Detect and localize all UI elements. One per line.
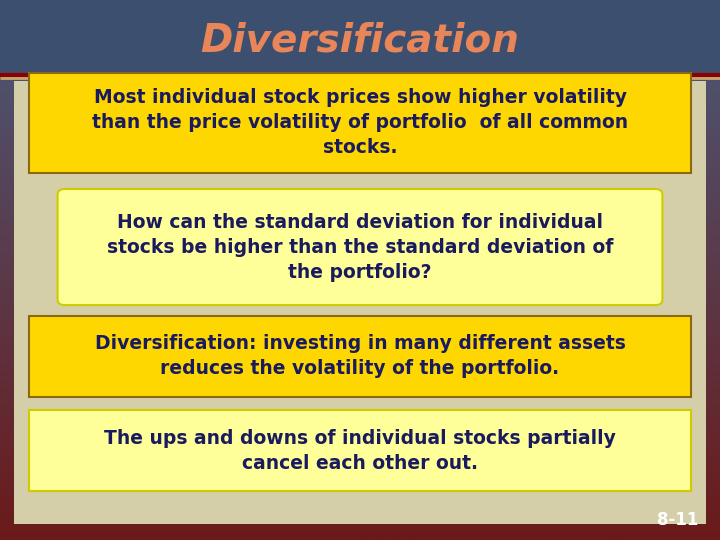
FancyBboxPatch shape [29,410,691,491]
Text: The ups and downs of individual stocks partially
cancel each other out.: The ups and downs of individual stocks p… [104,429,616,473]
Text: Diversification: investing in many different assets
reduces the volatility of th: Diversification: investing in many diffe… [94,334,626,379]
FancyBboxPatch shape [58,189,662,305]
FancyBboxPatch shape [0,0,720,73]
FancyBboxPatch shape [14,81,706,524]
Text: 8-11: 8-11 [657,511,698,529]
Text: Diversification: Diversification [201,22,519,59]
Text: How can the standard deviation for individual
stocks be higher than the standard: How can the standard deviation for indiv… [107,213,613,281]
FancyBboxPatch shape [29,73,691,173]
FancyBboxPatch shape [29,316,691,397]
Text: Most individual stock prices show higher volatility
than the price volatility of: Most individual stock prices show higher… [92,89,628,157]
